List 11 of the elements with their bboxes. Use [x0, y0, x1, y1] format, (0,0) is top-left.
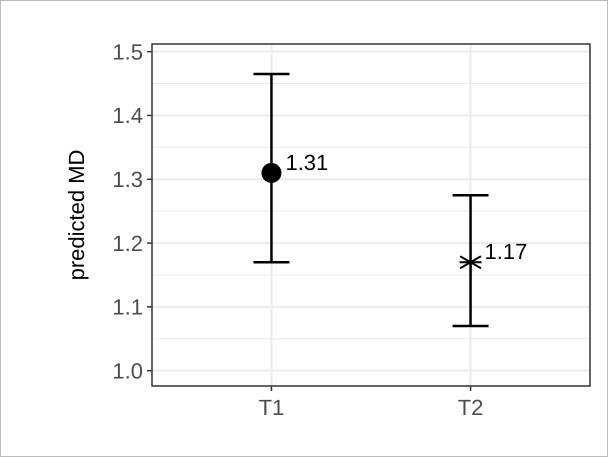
- y-tick-label: 1.5: [112, 39, 143, 64]
- y-tick-label: 1.3: [112, 166, 143, 192]
- y-tick-label: 1.2: [112, 230, 143, 256]
- y-tick-label: 1.4: [112, 103, 143, 128]
- x-tick-label: T2: [458, 395, 484, 420]
- y-tick-label: 1.0: [112, 358, 143, 384]
- x-tick-label: T1: [258, 395, 284, 420]
- y-tick-label: 1.1: [112, 294, 143, 320]
- y-axis-title: predicted MD: [64, 150, 89, 280]
- data-label: 1.31: [285, 150, 328, 175]
- data-label: 1.17: [484, 239, 528, 264]
